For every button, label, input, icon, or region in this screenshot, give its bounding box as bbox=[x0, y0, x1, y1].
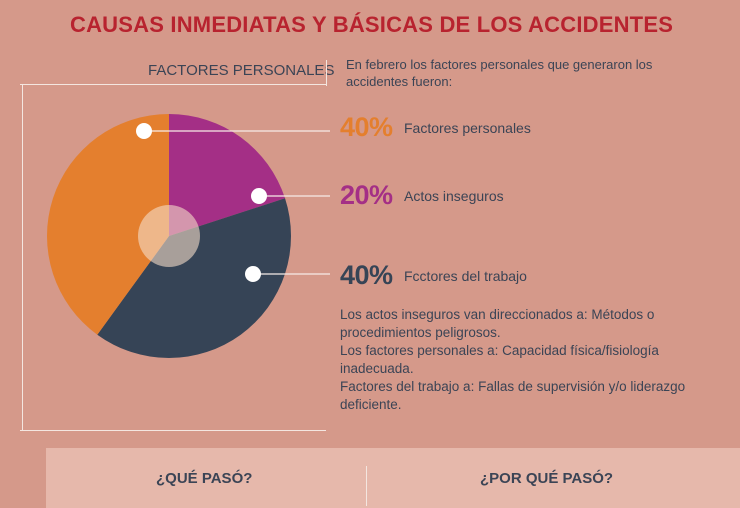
que-paso-heading: ¿QUÉ PASÓ? bbox=[156, 470, 253, 487]
legend-item: 20% Actos inseguros bbox=[340, 180, 504, 211]
legend-percent: 40% bbox=[340, 260, 393, 290]
legend-percent: 20% bbox=[340, 180, 393, 210]
legend-label: Actos inseguros bbox=[404, 187, 504, 204]
leader-dot bbox=[251, 188, 267, 204]
legend-label: Factores personales bbox=[404, 119, 531, 136]
intro-text: En febrero los factores personales que g… bbox=[346, 57, 653, 89]
section-label: FACTORES PERSONALES bbox=[148, 62, 335, 79]
divider-line bbox=[22, 84, 23, 430]
pie-slice bbox=[169, 114, 286, 236]
legend-label: Fcctores del trabajo bbox=[404, 267, 527, 284]
leader-dot bbox=[245, 266, 261, 282]
notes-block: Los actos inseguros van direccionados a:… bbox=[340, 306, 700, 414]
pie-slice bbox=[97, 198, 291, 358]
note-actos-inseguros: Los actos inseguros van direccionados a:… bbox=[340, 307, 655, 340]
pie-slice bbox=[47, 114, 169, 335]
legend-item: 40% Factores personales bbox=[340, 112, 531, 143]
note-factores-personales: Los factores personales a: Capacidad fís… bbox=[340, 343, 659, 376]
pie-center-circle bbox=[138, 205, 200, 267]
divider-line bbox=[20, 84, 326, 85]
por-que-paso-heading: ¿POR QUÉ PASÓ? bbox=[480, 470, 614, 487]
note-factores-trabajo: Factores del trabajo a: Fallas de superv… bbox=[340, 379, 686, 412]
divider-line bbox=[20, 430, 326, 431]
divider-line bbox=[326, 60, 327, 86]
legend-item: 40% Fcctores del trabajo bbox=[340, 260, 527, 291]
legend-percent: 40% bbox=[340, 112, 393, 142]
leader-dot bbox=[136, 123, 152, 139]
bottom-panel bbox=[46, 448, 740, 508]
divider-line bbox=[366, 466, 367, 506]
page-title: CAUSAS INMEDIATAS Y BÁSICAS DE LOS ACCID… bbox=[70, 12, 674, 37]
